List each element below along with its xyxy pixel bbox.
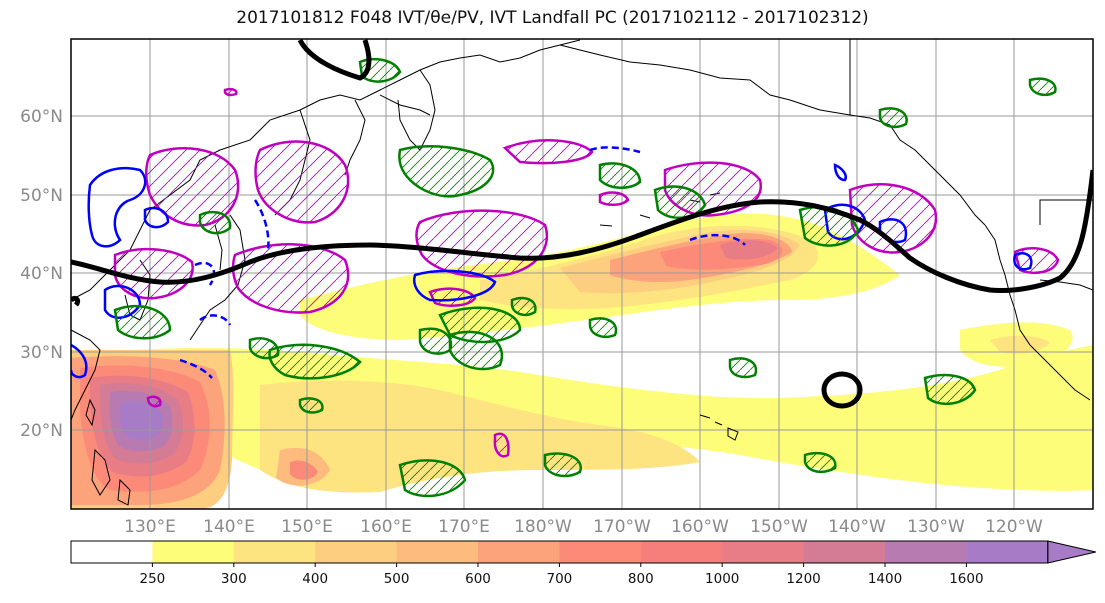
- colorbar-tick-label: 700: [547, 571, 573, 587]
- theta-e-main-contour: [71, 169, 1093, 293]
- colorbar-swatch: [885, 541, 967, 563]
- colorbar-tick-label: 800: [628, 571, 654, 587]
- lon-label: 130°E: [124, 517, 176, 537]
- colorbar-swatch: [722, 541, 805, 563]
- theta-e-contours: [71, 39, 1093, 409]
- lat-label: 30°N: [20, 343, 63, 363]
- lon-label: 170°E: [438, 517, 490, 537]
- longitude-labels: 130°E 140°E 150°E 160°E 170°E 180°W 170°…: [124, 517, 1043, 537]
- colorbar-tick-label: 1400: [868, 571, 902, 587]
- lon-label: 180°W: [514, 517, 572, 537]
- colorbar-tick-label: 1600: [949, 571, 983, 587]
- lon-label: 160°W: [671, 517, 729, 537]
- colorbar-swatch: [559, 541, 642, 563]
- green-contours: [113, 58, 1057, 498]
- lon-label: 150°W: [750, 517, 808, 537]
- lon-label: 150°E: [281, 517, 333, 537]
- lon-label: 160°E: [360, 517, 412, 537]
- lat-label: 40°N: [20, 264, 63, 284]
- colorbar-swatch: [315, 541, 398, 563]
- colorbar-extend-arrow: [1047, 540, 1096, 564]
- lat-label: 20°N: [20, 421, 63, 441]
- map-frame: [70, 38, 1094, 510]
- lat-label: 60°N: [20, 107, 63, 127]
- colorbar-tick-label: 250: [140, 571, 166, 587]
- colorbar-swatch: [966, 541, 1049, 563]
- colorbar-swatch: [396, 541, 479, 563]
- colorbar-swatch: [233, 541, 316, 563]
- colorbar-tick-label: 1000: [705, 571, 739, 587]
- latitude-labels: 60°N 50°N 40°N 30°N 20°N: [20, 107, 63, 441]
- theta-e-circle: [821, 371, 863, 409]
- colorbar-tick-label: 300: [221, 571, 247, 587]
- colorbar-tick-label: 600: [465, 571, 491, 587]
- lon-label: 120°W: [985, 517, 1043, 537]
- colorbar: 250 300 400 500 600 700 800 1000 1200 1400 1600: [70, 540, 1096, 587]
- colorbar-swatch: [71, 541, 153, 563]
- colorbar-swatch: [478, 541, 560, 563]
- lat-label: 50°N: [20, 186, 63, 206]
- colorbar-tick-label: 1200: [786, 571, 820, 587]
- colorbar-tick-label: 500: [384, 571, 410, 587]
- lon-label: 140°E: [203, 517, 255, 537]
- colorbar-swatch: [152, 541, 235, 563]
- lon-label: 170°W: [593, 517, 651, 537]
- map-panel: [71, 39, 1093, 509]
- colorbar-tick-label: 400: [302, 571, 328, 587]
- lon-label: 140°W: [828, 517, 886, 537]
- colorbar-swatch: [803, 541, 886, 563]
- colorbar-swatch: [640, 541, 723, 563]
- map-title: 2017101812 F048 IVT/θe/PV, IVT Landfall …: [236, 8, 869, 28]
- lon-label: 130°W: [907, 517, 965, 537]
